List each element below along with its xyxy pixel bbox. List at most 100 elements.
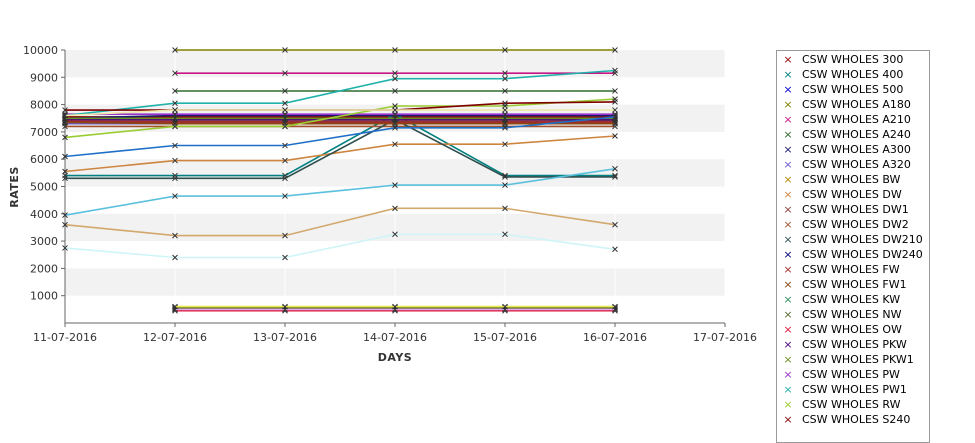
data-point-marker (282, 115, 288, 122)
data-point-marker (392, 124, 398, 131)
data-point-marker (62, 168, 68, 175)
series-path (65, 118, 615, 180)
series-line (62, 114, 618, 160)
legend-marker-icon: × (783, 218, 793, 231)
data-point-marker (282, 142, 288, 149)
data-point-marker (282, 47, 288, 53)
data-point-marker (282, 193, 288, 199)
data-point-marker (62, 212, 68, 219)
data-point-marker (172, 47, 178, 53)
legend-marker-icon: × (783, 203, 793, 216)
data-point-marker (392, 47, 398, 53)
legend-label: CSW WHOLES A240 (802, 128, 911, 141)
y-tick-label: 3000 (30, 235, 58, 248)
legend-item: × CSW WHOLES PKW1 (777, 352, 929, 367)
x-tick-label: 14-07-2016 (363, 331, 427, 344)
series-line (172, 47, 618, 53)
legend-label: CSW WHOLES DW1 (802, 203, 909, 216)
series-line (62, 119, 618, 127)
series-path (64, 233, 616, 259)
data-point-marker (502, 111, 508, 118)
data-point-marker (392, 103, 398, 109)
legend-label: CSW WHOLES KW (802, 293, 901, 306)
data-point-marker (502, 182, 508, 188)
data-point-marker (612, 99, 618, 105)
legend-label: CSW WHOLES PW (802, 368, 900, 381)
data-point-marker (62, 245, 68, 251)
x-tick-labels: 11-07-2016 12-07-2016 13-07-2016 14-07-2016… (33, 323, 757, 344)
data-point-marker (502, 100, 508, 107)
legend-item: × CSW WHOLES DW (777, 187, 929, 202)
data-point-marker (172, 193, 178, 199)
legend-label: CSW WHOLES BW (802, 173, 901, 186)
data-point-marker (502, 120, 508, 127)
y-tick-label: 6000 (30, 153, 58, 166)
series-line (172, 88, 618, 94)
x-tick-label: 11-07-2016 (33, 331, 97, 344)
legend-item: × CSW WHOLES 300 (777, 52, 929, 67)
legend-marker-icon: × (783, 143, 793, 156)
y-tick-label: 7000 (30, 126, 58, 139)
y-tick-label: 4000 (30, 208, 58, 221)
data-point-marker (502, 75, 508, 82)
legend-label: CSW WHOLES DW (802, 188, 902, 201)
data-point-marker (172, 123, 178, 130)
legend-item: × CSW WHOLES S240 (777, 412, 929, 427)
data-point-marker (172, 88, 178, 94)
data-point-marker (62, 107, 68, 113)
legend-marker-icon: × (783, 308, 793, 321)
series-line (62, 165, 618, 219)
legend-marker-icon: × (783, 353, 793, 366)
data-point-marker (612, 47, 618, 53)
series-line (62, 107, 618, 119)
legend-label: CSW WHOLES FW1 (802, 278, 907, 291)
chart-legend: × CSW WHOLES 300 × CSW WHOLES 400 × CSW WHOLE… (776, 50, 930, 443)
data-point-marker (502, 303, 508, 310)
y-tick-label: 8000 (30, 99, 58, 112)
data-point-marker (612, 174, 618, 180)
legend-marker-icon: × (783, 383, 793, 396)
data-point-marker (282, 175, 288, 182)
legend-item: × CSW WHOLES BW (777, 172, 929, 187)
x-tick-label: 12-07-2016 (143, 331, 207, 344)
legend-item: × CSW WHOLES A320 (777, 157, 929, 172)
data-point-marker (392, 182, 398, 188)
series-line (172, 70, 618, 77)
legend-label: CSW WHOLES A300 (802, 143, 911, 156)
legend-marker-icon: × (783, 158, 793, 171)
series-path (64, 135, 616, 173)
legend-marker-icon: × (783, 278, 793, 291)
legend-item: × CSW WHOLES KW (777, 292, 929, 307)
x-tick-label: 16-07-2016 (583, 331, 647, 344)
legend-item: × CSW WHOLES A180 (777, 97, 929, 112)
legend-marker-icon: × (783, 173, 793, 186)
data-point-marker (172, 175, 178, 182)
legend-label: CSW WHOLES A320 (802, 158, 911, 171)
legend-label: CSW WHOLES FW (802, 263, 900, 276)
data-point-marker (392, 205, 398, 212)
data-point-marker (62, 153, 68, 160)
series-line (172, 303, 618, 310)
data-point-marker (282, 70, 288, 77)
legend-item: × CSW WHOLES RW (777, 397, 929, 412)
data-point-marker (172, 70, 178, 77)
y-axis-title: RATES (8, 166, 21, 208)
legend-item: × CSW WHOLES DW2 (777, 217, 929, 232)
data-point-marker (392, 75, 398, 82)
data-point-marker (172, 142, 178, 149)
x-tick-label: 17-07-2016 (693, 331, 757, 344)
data-point-marker (502, 107, 508, 113)
data-point-marker (392, 141, 398, 148)
data-point-marker (172, 232, 178, 239)
data-point-marker (612, 303, 618, 310)
data-point-marker (282, 254, 288, 261)
data-point-marker (172, 157, 178, 164)
data-point-marker (502, 115, 508, 122)
legend-marker-icon: × (783, 188, 793, 201)
data-point-marker (172, 100, 178, 107)
data-point-marker (502, 174, 508, 180)
data-point-marker (282, 100, 288, 107)
data-point-marker (172, 115, 178, 122)
data-point-marker (282, 123, 288, 130)
data-point-marker (282, 88, 288, 94)
